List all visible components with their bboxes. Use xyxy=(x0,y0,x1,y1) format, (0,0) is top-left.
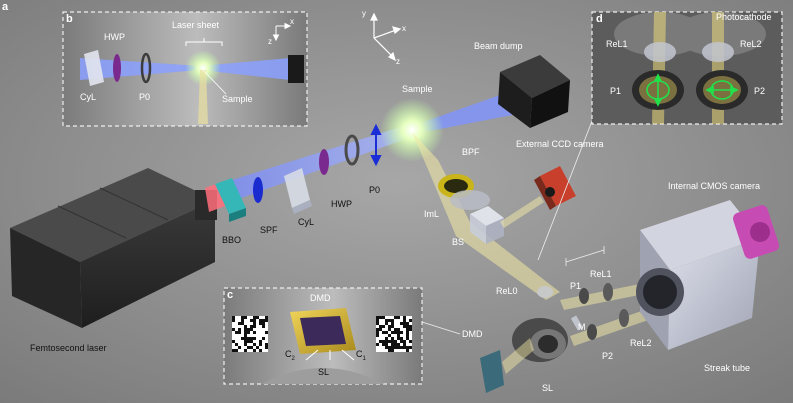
inset-b-hwp: HWP xyxy=(104,32,125,42)
inset-d-rel2: ReL2 xyxy=(740,39,762,49)
p1-label: P1 xyxy=(570,281,582,291)
signal-beam xyxy=(412,132,560,300)
spf-filter xyxy=(253,177,263,203)
inset-b-sample: Sample xyxy=(222,94,253,104)
bs-label: BS xyxy=(452,237,465,247)
bpf-label: BPF xyxy=(462,147,480,157)
cyl-label: CyL xyxy=(298,217,315,227)
inset-d-p2: P2 xyxy=(754,86,766,96)
internal-cmos-label: Internal CMOS camera xyxy=(668,181,761,191)
inset-d-photocathode: Photocathode xyxy=(716,12,772,22)
ccd-branch-beam xyxy=(500,196,544,228)
iml-label: ImL xyxy=(424,209,440,219)
bbo-crystal xyxy=(215,178,246,222)
sample-label: Sample xyxy=(402,84,433,94)
p2-polarizer xyxy=(587,324,597,340)
cylindrical-lens xyxy=(284,168,312,214)
dmd-chip xyxy=(480,350,504,393)
streak-tube-label: Streak tube xyxy=(704,363,751,373)
axis-y-label: y xyxy=(362,9,366,18)
inset-d-p1: P1 xyxy=(610,86,622,96)
bbo-label: BBO xyxy=(222,235,242,245)
inset-d-label: d xyxy=(596,13,603,25)
external-ccd-label: External CCD camera xyxy=(516,139,604,149)
dmd-label: DMD xyxy=(462,329,483,339)
axis-z-label: z xyxy=(396,57,400,66)
external-ccd-camera xyxy=(534,166,576,210)
inset-b-cyl: CyL xyxy=(80,92,97,102)
beam-splitter xyxy=(470,206,504,244)
inset-b xyxy=(62,11,308,127)
inset-b-label: b xyxy=(66,13,73,25)
inset-c-sl: SL xyxy=(318,367,330,377)
inset-b-axis-x: x xyxy=(290,17,294,26)
dmd-beam xyxy=(502,338,534,374)
beam-dump-label: Beam dump xyxy=(474,41,523,51)
inset-c-c2: C2 xyxy=(285,349,295,362)
streak-tube xyxy=(636,200,760,350)
inset-c-dmd: DMD xyxy=(310,293,331,303)
coded-pattern-c2 xyxy=(232,316,268,352)
p1-polarizer xyxy=(579,288,589,304)
mirror-m xyxy=(570,315,584,331)
inset-c xyxy=(223,287,423,385)
rel1-lens xyxy=(603,283,613,301)
rel0-label: ReL0 xyxy=(496,286,518,296)
inset-c-label: c xyxy=(227,289,234,301)
sample-glow xyxy=(380,98,444,162)
inset-b-p0: P0 xyxy=(139,92,151,102)
imaging-lens xyxy=(450,190,490,210)
axis-x-label: x xyxy=(402,24,406,33)
inset-c-c1: C1 xyxy=(356,349,366,362)
rel0-lens xyxy=(537,286,553,298)
sl-lens xyxy=(512,318,568,362)
inset-b-laser-sheet: Laser sheet xyxy=(172,20,220,30)
coded-pattern-c1 xyxy=(376,316,412,352)
polarization-arrow xyxy=(370,123,382,167)
inset-d-rel1: ReL1 xyxy=(606,39,628,49)
hwp-label: HWP xyxy=(331,199,352,209)
inset-d xyxy=(591,11,783,125)
femtosecond-laser xyxy=(10,168,217,328)
spf-label: SPF xyxy=(260,225,278,235)
rel2-lens xyxy=(619,309,629,327)
sl-label: SL xyxy=(542,383,554,393)
internal-cmos-camera xyxy=(733,205,779,259)
leader-lines xyxy=(421,115,605,335)
rel1-label: ReL1 xyxy=(590,269,612,279)
figure-label: a xyxy=(2,1,9,13)
beam-dump xyxy=(498,55,570,128)
femtosecond-laser-label: Femtosecond laser xyxy=(30,343,107,353)
axes-overlay xyxy=(370,12,402,62)
m-label: M xyxy=(578,322,586,332)
p2-label: P2 xyxy=(602,351,614,361)
rel2-label: ReL2 xyxy=(630,338,652,348)
hwp-plate xyxy=(319,149,329,175)
p0-polarizer xyxy=(344,134,360,166)
p0-label: P0 xyxy=(369,185,381,195)
inset-b-axis-z: z xyxy=(268,37,272,46)
